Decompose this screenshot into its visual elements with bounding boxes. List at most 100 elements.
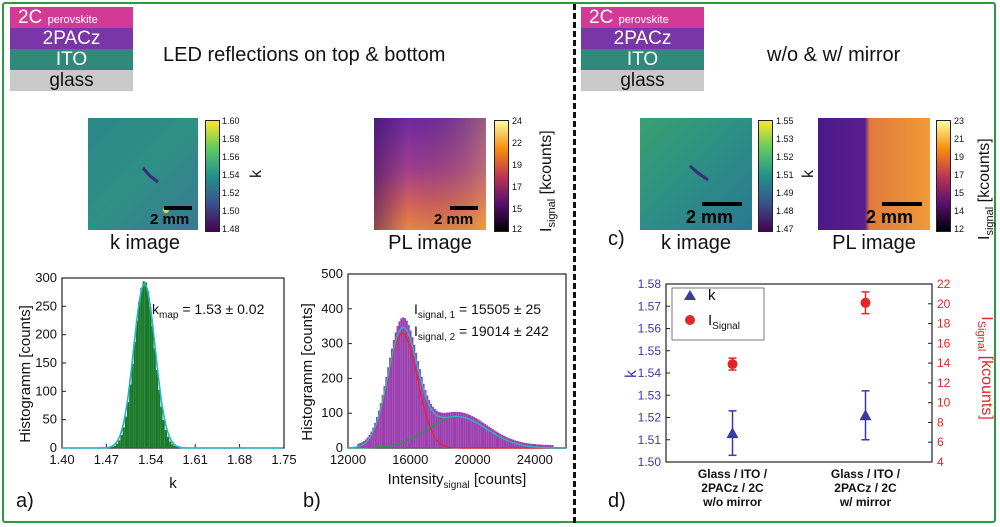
- histogram-bar: [385, 376, 388, 448]
- x-tick-label: 1.54: [138, 452, 163, 467]
- legend-isignal-marker: [685, 315, 695, 325]
- histogram-bar: [175, 447, 179, 448]
- label-unit: [kcounts]: [538, 130, 555, 199]
- scale-bar-line: [702, 202, 742, 206]
- histogram-bar: [164, 429, 167, 448]
- tick-label: 15: [512, 204, 523, 214]
- histogram-bar: [448, 412, 451, 448]
- tick-label: 1.55: [776, 116, 794, 126]
- histogram-bar: [433, 409, 436, 448]
- ylabel-sub: Signal: [975, 321, 987, 352]
- histogram-bar: [374, 422, 377, 448]
- category-label-line: w/o mirror: [702, 495, 762, 509]
- histogram-bar: [534, 444, 537, 448]
- chart-b-ylabel: Histogramm [counts]: [299, 303, 316, 441]
- histogram-bar: [407, 324, 410, 448]
- scale-bar-line: [450, 206, 478, 210]
- histogram-bar: [546, 444, 548, 448]
- histogram-bar: [413, 344, 416, 448]
- scatter-chart-d: k ISignal [kcounts] 1.501.511.521.531.54…: [623, 277, 995, 509]
- histogram-bar: [149, 306, 152, 448]
- histogram-bar: [443, 412, 446, 448]
- scale-bar-label: 2 mm: [434, 211, 474, 228]
- histogram-bar: [512, 439, 515, 448]
- panel-label-c: c): [608, 228, 625, 250]
- right-title: w/o & w/ mirror: [767, 44, 901, 66]
- y-tick-label-right: 22: [937, 277, 951, 291]
- layer-2c-perovskite: 2C perovskite: [581, 7, 704, 28]
- pl-image-right: [818, 118, 930, 230]
- histogram-bar: [377, 410, 380, 448]
- chart-b-annotation-1: Isignal, 1 = 15505 ± 25: [414, 301, 541, 321]
- y-tick-label: 150: [35, 355, 57, 370]
- tick-label: 1.54: [222, 170, 240, 180]
- colorbar-k-right: [758, 120, 773, 232]
- histogram-bar: [475, 418, 477, 448]
- legend-main: I: [708, 312, 712, 329]
- tick-label: 15: [954, 188, 965, 198]
- histogram-bar: [169, 441, 172, 448]
- y-tick-label: 200: [321, 370, 343, 385]
- caption-k-image-left: k image: [109, 232, 181, 254]
- histogram-bar: [447, 412, 449, 448]
- y-tick-label: 200: [35, 327, 57, 342]
- x-tick-label: 24000: [517, 452, 553, 467]
- layer-sub-label: perovskite: [618, 14, 669, 26]
- histogram-bar: [435, 410, 438, 448]
- histogram-bar: [392, 339, 395, 448]
- category-label-line: 2PACz / 2C: [701, 481, 764, 495]
- histogram-bar: [538, 444, 541, 448]
- fit-curve: [62, 282, 283, 449]
- label-main: I: [538, 227, 555, 232]
- y-tick-label-left: 1.57: [638, 299, 662, 313]
- tick-label: 21: [954, 134, 965, 144]
- caption-pl-image-right: PL image: [832, 232, 916, 254]
- layer-glass: glass: [581, 70, 704, 91]
- panel-divider: [573, 4, 576, 523]
- y-tick-label: 100: [321, 405, 343, 420]
- y-tick-label-left: 1.52: [638, 411, 662, 425]
- chart-d-marks: 1.50 1.51 1.52 1.53 1.54 1.55 1.56 1.57 1.58 4 6 8 1…: [638, 277, 951, 509]
- histogram-bar: [536, 444, 539, 448]
- data-point-k: [859, 409, 872, 421]
- x-tick-label: 12000: [330, 452, 366, 467]
- chart-a-ylabel: Histogramm [counts]: [17, 305, 34, 443]
- histogram-bar: [400, 318, 403, 448]
- y-tick-label-right: 12: [937, 376, 951, 390]
- panel-label-a: a): [16, 490, 34, 512]
- colorbar-label-k-left: k: [248, 170, 265, 178]
- tick-label: 17: [512, 182, 523, 192]
- x-tick-label: 1.75: [271, 452, 296, 467]
- histogram-bar: [160, 406, 163, 448]
- histogram-chart-b: Histogramm [counts] 12000 16000 20000 24000…: [299, 268, 567, 491]
- layer-2pacz: 2PACz: [581, 28, 704, 49]
- histogram-bar: [450, 412, 453, 448]
- histogram-bar: [153, 348, 156, 448]
- annotation-rest: = 15505 ± 25: [455, 301, 541, 317]
- histogram-bar: [417, 361, 420, 448]
- histogram-bar: [405, 320, 408, 448]
- y-tick-label: 500: [321, 268, 343, 281]
- histogram-bar: [551, 445, 554, 448]
- histogram-bar: [497, 432, 500, 448]
- histogram-bar: [370, 431, 373, 448]
- histogram-bar: [482, 422, 485, 448]
- histogram-bar: [445, 412, 448, 448]
- histogram-bar: [390, 348, 393, 448]
- histogram-bar: [127, 402, 130, 448]
- histogram-bar: [415, 352, 418, 448]
- annotation-main: k: [152, 301, 160, 317]
- histogram-bar: [488, 426, 491, 448]
- data-point-k: [726, 427, 739, 439]
- label-unit: [kcounts]: [976, 138, 993, 207]
- histogram-bar: [138, 301, 141, 448]
- x-tick-label: 20000: [454, 452, 490, 467]
- histogram-bar: [113, 445, 116, 448]
- y-tick-label-right: 8: [937, 415, 944, 429]
- histogram-bar: [364, 439, 367, 448]
- tick-label: 1.52: [776, 152, 794, 162]
- histogram-bar: [398, 321, 401, 448]
- annotation-rest: = 19014 ± 242: [455, 323, 549, 339]
- chart-a-xlabel: k: [169, 475, 177, 492]
- y-tick-label: 300: [35, 270, 57, 285]
